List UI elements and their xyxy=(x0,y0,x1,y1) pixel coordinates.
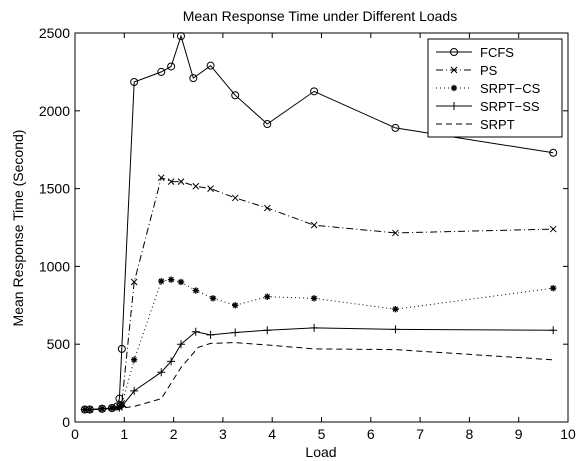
y-axis-label: Mean Response Time (Second) xyxy=(10,130,26,327)
y-tick-label: 500 xyxy=(47,336,71,352)
x-tick-label: 8 xyxy=(466,426,474,442)
x-tick-label: 3 xyxy=(219,426,227,442)
x-tick-label: 2 xyxy=(170,426,178,442)
data-point xyxy=(264,294,270,300)
y-tick-label: 1000 xyxy=(39,258,70,274)
x-tick-label: 1 xyxy=(120,426,128,442)
data-point xyxy=(232,302,238,308)
x-tick-label: 6 xyxy=(367,426,375,442)
legend-label: SRPT−SS xyxy=(480,99,540,114)
data-point xyxy=(451,85,457,91)
data-point xyxy=(311,295,317,301)
x-tick-label: 10 xyxy=(560,426,576,442)
legend-label: FCFS xyxy=(480,45,514,60)
data-point xyxy=(193,287,199,293)
data-point xyxy=(550,285,556,291)
data-point xyxy=(131,357,137,363)
y-tick-label: 1500 xyxy=(39,181,70,197)
data-point xyxy=(210,295,216,301)
data-point xyxy=(168,276,174,282)
x-axis-label: Load xyxy=(305,444,336,460)
data-point xyxy=(158,278,164,284)
data-point xyxy=(178,279,184,285)
x-tick-label: 4 xyxy=(268,426,276,442)
legend: FCFS PS SRPT−CS SRPT−SS SRPT xyxy=(428,39,562,137)
y-tick-label: 2500 xyxy=(39,25,70,41)
legend-label: SRPT−CS xyxy=(480,81,541,96)
y-tick-label: 2000 xyxy=(39,103,70,119)
x-tick-label: 7 xyxy=(416,426,424,442)
x-tick-label: 9 xyxy=(515,426,523,442)
chart-title: Mean Response Time under Different Loads xyxy=(183,8,457,24)
x-tick-label: 0 xyxy=(71,426,79,442)
data-point xyxy=(392,306,398,312)
legend-label: PS xyxy=(480,63,498,78)
legend-label: SRPT xyxy=(480,117,515,132)
x-tick-label: 5 xyxy=(318,426,326,442)
y-tick-label: 0 xyxy=(62,414,70,430)
